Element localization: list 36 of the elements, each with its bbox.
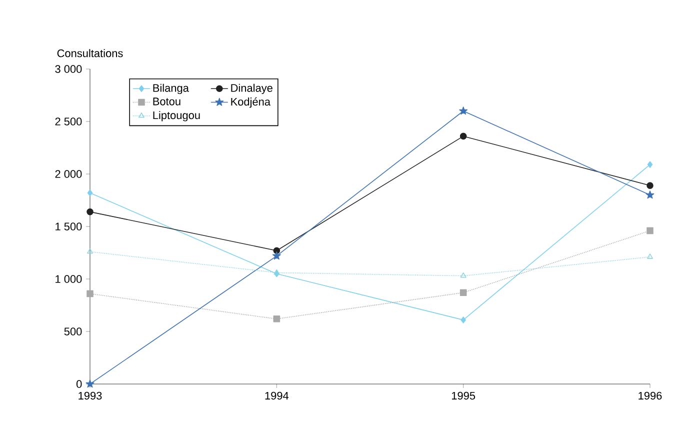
point (460, 289, 467, 296)
point (86, 290, 94, 298)
point (647, 254, 653, 259)
y-tick-label: 1 500 (56, 222, 82, 230)
point (273, 247, 280, 254)
point (459, 106, 468, 115)
point (86, 380, 94, 388)
legend-label: Kodjéna (231, 97, 271, 108)
point (646, 227, 654, 234)
point (272, 252, 281, 260)
y-tick-label: 3 000 (55, 65, 82, 73)
point (647, 161, 653, 168)
point (86, 208, 94, 216)
y-tick-label: 0 (76, 380, 82, 388)
y-tick-label: 1 000 (56, 275, 82, 283)
x-tick-label: 1996 (638, 392, 662, 400)
legend-label: Dinalaye (231, 84, 272, 94)
x-tick-label: 1994 (265, 392, 289, 400)
point (646, 182, 654, 189)
legend-label: Bilanga (153, 84, 189, 94)
point (87, 248, 93, 254)
point (460, 272, 466, 278)
y-tick-label: 500 (64, 328, 82, 336)
point (274, 269, 280, 275)
x-tick-label: 1995 (452, 392, 476, 400)
point (646, 190, 654, 199)
point (460, 316, 466, 324)
legend-label: Botou (153, 98, 180, 106)
point (460, 132, 467, 140)
point (273, 316, 280, 322)
point (87, 190, 93, 196)
y-tick-label: 2 000 (55, 170, 82, 178)
y-tick-label: 2 500 (55, 118, 82, 126)
x-tick-label: 1993 (78, 392, 102, 400)
y-axis-title: Consultations (57, 49, 123, 58)
legend-label: Liptougou (153, 111, 200, 122)
